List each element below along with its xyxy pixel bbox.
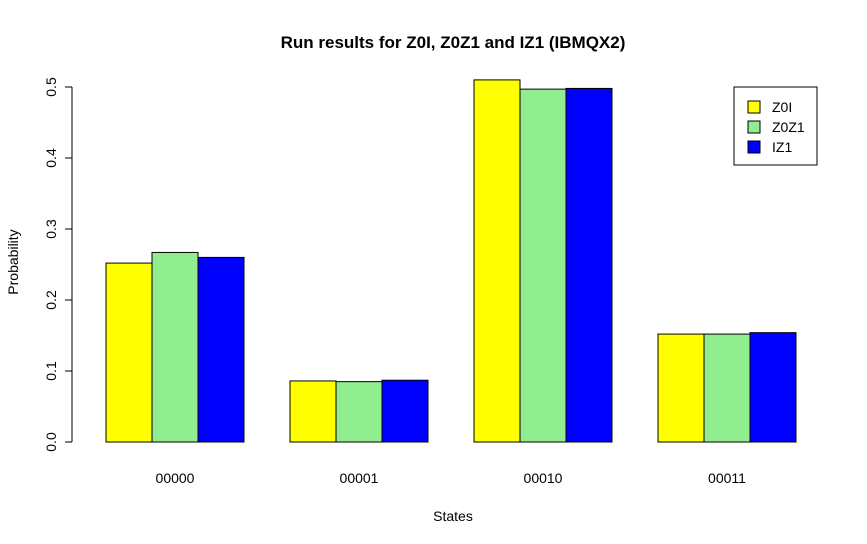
bar-z0z1-00010 bbox=[519, 88, 567, 443]
bars bbox=[105, 79, 797, 443]
legend-label-z0z1: Z0Z1 bbox=[772, 119, 805, 135]
y-tick-label: 0.0 bbox=[43, 432, 59, 452]
x-tick-label: 00000 bbox=[156, 470, 195, 486]
bar-iz1-00000 bbox=[197, 256, 245, 443]
bar-z0z1-00011 bbox=[703, 333, 751, 443]
x-axis-tick-labels: 00000 00001 00010 00011 bbox=[156, 470, 747, 486]
bar-iz1-00010 bbox=[565, 87, 613, 443]
legend-label-z0i: Z0I bbox=[772, 99, 792, 115]
bar-z0i-00010 bbox=[473, 79, 521, 443]
bar-z0z1-00000 bbox=[151, 251, 199, 443]
x-tick-label: 00001 bbox=[340, 470, 379, 486]
y-axis-label: Probability bbox=[5, 229, 21, 294]
y-tick-label: 0.2 bbox=[43, 290, 59, 310]
y-axis: 0.0 0.1 0.2 0.3 0.4 0.5 bbox=[43, 77, 73, 452]
chart-title: Run results for Z0I, Z0Z1 and IZ1 (IBMQX… bbox=[281, 33, 626, 52]
legend-swatch-z0i bbox=[747, 100, 761, 114]
y-tick-label: 0.5 bbox=[43, 77, 59, 97]
y-tick-label: 0.4 bbox=[43, 148, 59, 168]
legend: Z0I Z0Z1 IZ1 bbox=[733, 86, 818, 166]
bar-z0z1-00001 bbox=[335, 381, 383, 443]
bar-z0i-00000 bbox=[105, 262, 153, 443]
x-tick-label: 00010 bbox=[524, 470, 563, 486]
bar-iz1-00011 bbox=[749, 332, 797, 443]
bar-iz1-00001 bbox=[381, 379, 429, 443]
bar-z0i-00001 bbox=[289, 380, 337, 443]
legend-label-iz1: IZ1 bbox=[772, 139, 792, 155]
y-tick-label: 0.1 bbox=[43, 361, 59, 381]
y-tick-label: 0.3 bbox=[43, 219, 59, 239]
x-axis-label: States bbox=[433, 508, 473, 524]
x-tick-label: 00011 bbox=[708, 470, 746, 486]
legend-swatch-z0z1 bbox=[747, 120, 761, 134]
bar-z0i-00011 bbox=[657, 333, 705, 443]
legend-swatch-iz1 bbox=[747, 140, 761, 154]
